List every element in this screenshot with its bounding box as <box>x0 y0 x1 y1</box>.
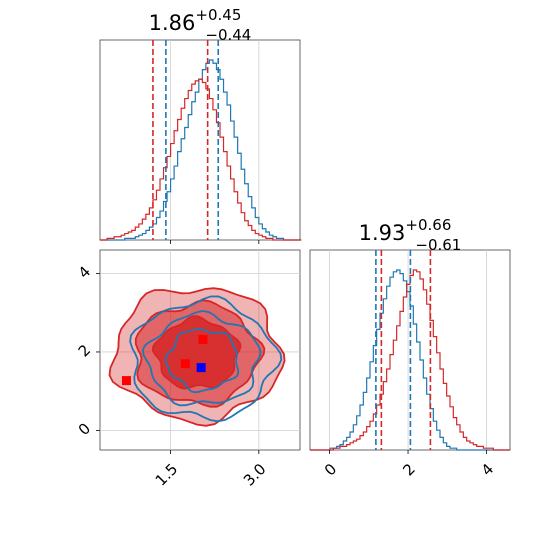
histogram-step-line <box>100 78 302 241</box>
x-tick-label: 1.5 <box>152 460 182 490</box>
histogram-panel-param2: 0 2 4 1.93+0.66 −0.61 <box>309 216 511 480</box>
histogram-step-line <box>310 269 510 451</box>
y-tick-label: 0 <box>75 419 94 438</box>
panel-frame <box>99 39 301 241</box>
contour-level <box>129 295 283 423</box>
series-group <box>100 59 302 241</box>
title-plus: +0.45 <box>195 6 241 24</box>
grid-lines <box>329 250 487 450</box>
title-minus: −0.61 <box>415 236 461 254</box>
marker-group <box>121 334 208 386</box>
quantile-lines <box>375 250 432 450</box>
title-median: 1.93 <box>359 221 406 245</box>
title-median: 1.86 <box>149 11 196 35</box>
histogram-step-line <box>310 269 510 451</box>
contour-group <box>108 287 286 427</box>
series-group <box>310 269 510 451</box>
y-tick-label: 2 <box>75 341 94 360</box>
marker-square <box>198 334 208 344</box>
grid-lines <box>170 40 260 240</box>
contour-level <box>141 310 262 407</box>
marker-square <box>121 376 131 386</box>
x-tick-label: 3.0 <box>240 460 270 490</box>
panel-title: 1.93+0.66 −0.61 <box>359 216 462 254</box>
x-tick-label: 4 <box>478 460 497 479</box>
quantile-lines <box>152 40 220 240</box>
x-ticks <box>170 240 260 244</box>
contour-level <box>164 327 240 394</box>
panel-title: 1.86+0.45 −0.44 <box>149 6 252 44</box>
x-tick-label: 0 <box>321 460 340 479</box>
title-minus: −0.44 <box>205 26 251 44</box>
x-ticks: 0 2 4 <box>321 450 497 480</box>
histogram-step-line <box>100 59 302 241</box>
x-tick-label: 2 <box>399 460 418 479</box>
y-tick-label: 4 <box>75 263 94 282</box>
title-plus: +0.66 <box>405 216 451 234</box>
marker-square <box>196 363 206 373</box>
marker-square <box>180 359 190 369</box>
histogram-panel-param1: 1.86+0.45 −0.44 <box>99 6 302 244</box>
contour-panel: 1.5 3.0 0 2 4 <box>75 249 301 490</box>
